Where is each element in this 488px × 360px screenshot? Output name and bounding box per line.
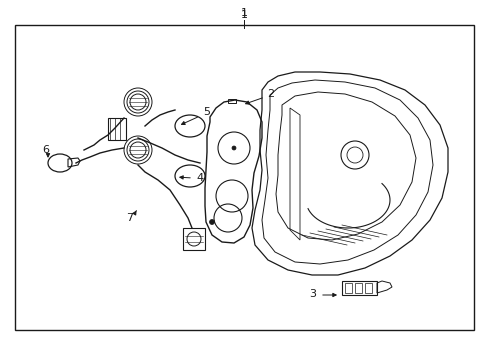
Text: 1: 1 <box>240 8 247 18</box>
Text: 1: 1 <box>240 10 247 20</box>
Text: 4: 4 <box>196 173 203 183</box>
Bar <box>345 283 351 293</box>
Text: 6: 6 <box>42 145 49 155</box>
Circle shape <box>209 220 214 225</box>
Bar <box>341 281 376 295</box>
Circle shape <box>231 146 236 150</box>
Text: 3: 3 <box>309 289 316 299</box>
Text: 5: 5 <box>203 107 210 117</box>
Text: 7: 7 <box>126 213 133 223</box>
Text: 2: 2 <box>267 89 274 99</box>
Bar <box>227 99 236 103</box>
Bar <box>183 228 204 250</box>
Bar <box>108 118 126 140</box>
Bar <box>15 25 473 330</box>
Bar <box>354 283 361 293</box>
Bar <box>364 283 371 293</box>
